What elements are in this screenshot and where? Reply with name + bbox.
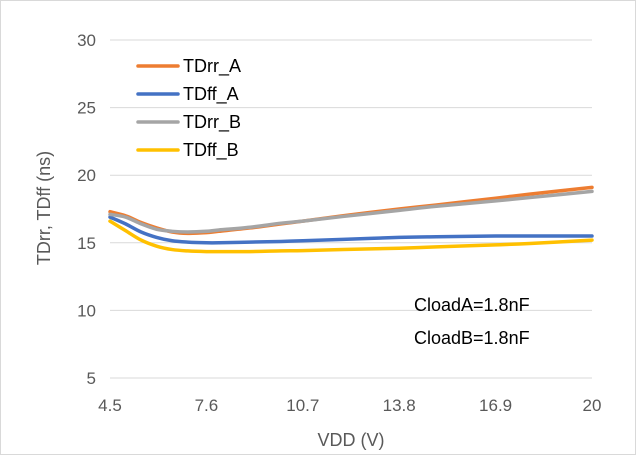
- y-tick-label: 15: [77, 234, 96, 253]
- series-line-tdrr-b: [108, 189, 594, 234]
- legend-label: TDrr_B: [183, 112, 241, 133]
- y-tick-label: 25: [77, 99, 96, 118]
- x-tick-label: 4.5: [98, 396, 122, 415]
- annotation-cload-b: CloadB=1.8nF: [414, 328, 530, 348]
- y-tick-label: 30: [77, 31, 96, 50]
- legend-label: TDff_A: [183, 84, 239, 105]
- annotation-cload-a: CloadA=1.8nF: [414, 295, 530, 315]
- x-tick-label: 20: [583, 396, 602, 415]
- legend-label: TDff_B: [183, 140, 239, 161]
- x-axis-title: VDD (V): [318, 430, 385, 450]
- y-tick-label: 5: [87, 369, 96, 388]
- series-line-tdff-b: [108, 219, 594, 254]
- legend-label: TDrr_A: [183, 56, 241, 77]
- y-tick-label: 20: [77, 166, 96, 185]
- x-tick-label: 7.6: [195, 396, 219, 415]
- x-tick-label: 10.7: [286, 396, 319, 415]
- series-lines: [108, 185, 594, 254]
- series-line-tdrr-a: [108, 185, 594, 236]
- x-tick-label: 16.9: [479, 396, 512, 415]
- x-tick-label: 13.8: [383, 396, 416, 415]
- y-axis-title: TDrr, TDff (ns): [34, 151, 54, 265]
- y-tick-labels: 5 10 15 20 25 30: [77, 31, 96, 388]
- y-tick-label: 10: [77, 301, 96, 320]
- x-tick-labels: 4.5 7.6 10.7 13.8 16.9 20: [98, 396, 601, 415]
- legend: TDrr_A TDff_A TDrr_B TDff_B: [136, 56, 241, 161]
- series-line-tdff-a: [108, 215, 594, 245]
